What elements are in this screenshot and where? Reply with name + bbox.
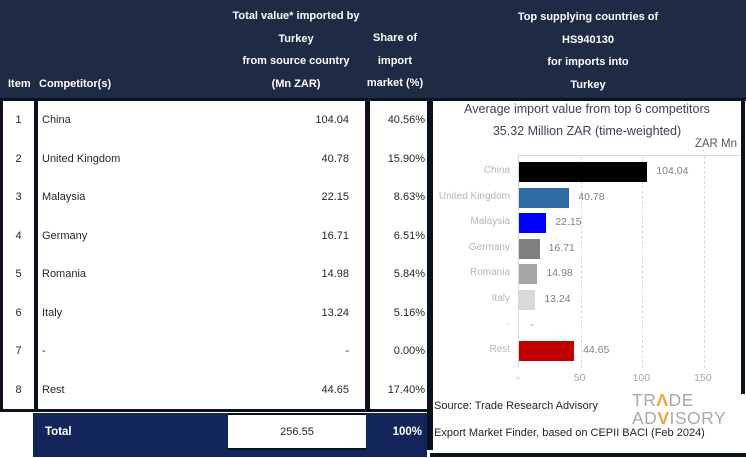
competitor-name: Malaysia — [42, 191, 86, 204]
total-share-cell: 100% — [366, 413, 427, 450]
competitor-cell: China 104.04 — [38, 101, 370, 140]
competitor-cell: Italy 13.24 — [38, 293, 370, 332]
import-value: 104.04 — [315, 114, 349, 127]
column-header-share: Share of import market (%) — [366, 32, 424, 89]
chart-plot-area — [518, 155, 739, 368]
table-header: Item Competitor(s) Total value* imported… — [0, 0, 746, 98]
bar-value-label: 104.04 — [656, 165, 689, 177]
bar-malaysia — [519, 213, 547, 234]
gridline — [642, 156, 644, 368]
bar-category-label: Germany — [468, 241, 510, 253]
competitor-cell: United Kingdom 40.78 — [38, 139, 370, 178]
logo-line-advisory: ADVISORY — [632, 408, 727, 428]
column-header-competitor: Competitor(s) — [39, 78, 112, 90]
competitor-name: China — [42, 114, 71, 127]
chart-title: Average import value from top 6 competit… — [464, 102, 710, 116]
total-value-cell: 256.55 — [228, 413, 366, 450]
x-tick-label: 100 — [632, 372, 651, 384]
import-value: 44.65 — [321, 383, 349, 396]
competitor-cell: Rest 44.65 — [38, 370, 370, 409]
competitor-name: - — [42, 345, 46, 358]
bar-category-label: Italy — [491, 293, 510, 304]
x-tick-label: - — [516, 372, 520, 384]
bar-united-kingdom — [519, 187, 570, 208]
chart-subtitle: 35.32 Million ZAR (time-weighted) — [492, 124, 682, 138]
logo-caret-accent: Λ — [656, 390, 669, 410]
share-cell: 5.84% — [393, 268, 425, 281]
bar-value-label: 40.78 — [578, 190, 605, 203]
item-cell: 4 — [3, 216, 38, 255]
item-cell: 1 — [3, 101, 38, 140]
share-cell: 0.00% — [393, 345, 425, 358]
gridline — [580, 156, 582, 368]
item-cell: 7 — [3, 332, 38, 371]
item-cell: 2 — [3, 139, 38, 178]
bottom-strip-right — [430, 453, 746, 457]
bar-category-label: China — [483, 165, 510, 176]
import-value: 40.78 — [321, 152, 349, 165]
competitor-name: Germany — [42, 229, 88, 242]
source-line-1: Source: Trade Research Advisory — [434, 400, 598, 412]
column-header-total-value: Total value* imported by Turkey from sou… — [232, 10, 360, 90]
competitor-cell: Romania 14.98 — [38, 255, 370, 294]
bar-category-label: Malaysia — [470, 216, 510, 228]
chart-unit-label: ZAR Mn — [694, 138, 737, 150]
share-cell: 5.16% — [393, 306, 425, 319]
share-cell: 8.63% — [393, 191, 425, 204]
bar-romania — [519, 264, 538, 285]
table-bottom-rule — [0, 409, 433, 412]
bar-value-label: 44.65 — [583, 344, 610, 357]
bar-value-label: 22.15 — [555, 216, 582, 229]
import-value: 14.98 — [321, 268, 349, 281]
share-cell: 15.90% — [387, 152, 425, 165]
competitor-name: Italy — [42, 306, 63, 319]
competitor-name: Romania — [42, 268, 87, 281]
share-cell: 40.56% — [387, 114, 425, 127]
share-cell: 17.40% — [387, 383, 425, 396]
bar-value-label: 16.71 — [548, 241, 575, 254]
bar-rest — [519, 341, 575, 362]
import-value: - — [345, 345, 349, 358]
bottom-strip-left — [33, 450, 427, 457]
bar-value-label: 13.24 — [544, 293, 571, 305]
bar-category-label: Rest — [489, 344, 510, 356]
x-tick-label: 50 — [573, 372, 586, 384]
item-cell: 6 — [3, 293, 38, 332]
import-value: 16.71 — [321, 229, 349, 242]
competitor-name: United Kingdom — [42, 152, 121, 165]
bar-value-label: - — [530, 318, 534, 331]
source-line-2: Export Market Finder, based on CEPII BAC… — [434, 427, 705, 439]
bar-category-label: - — [506, 318, 510, 330]
bar-italy — [519, 290, 536, 310]
panel-right-border — [741, 98, 745, 394]
item-cell: 3 — [3, 178, 38, 217]
item-cell: 5 — [3, 255, 38, 294]
logo-v-accent: V — [657, 408, 670, 428]
column-header-item: Item — [8, 78, 31, 90]
trade-advisory-logo: TRΛDE ADVISORY — [632, 391, 726, 427]
share-cell: 6.51% — [393, 229, 425, 242]
gridline — [703, 156, 705, 368]
competitor-table: 1 China 104.04 40.56% 2 United Kingdom 40.78 15… — [0, 101, 433, 409]
import-value: 22.15 — [321, 191, 349, 204]
bar-category-label: Romania — [469, 267, 510, 279]
bar-value-label: 14.98 — [546, 267, 573, 280]
bar-germany — [519, 238, 540, 259]
header-bottom-rule — [0, 98, 746, 101]
competitor-cell: Malaysia 22.15 — [38, 178, 370, 217]
panel-title: Top supplying countries of HS940130 for … — [517, 11, 659, 91]
bar-china — [519, 162, 648, 182]
import-value: 13.24 — [321, 306, 349, 319]
table-panel-divider — [427, 98, 433, 450]
competitor-cell: Germany 16.71 — [38, 216, 370, 255]
bar-category-label: United Kingdom — [438, 190, 510, 202]
total-label-cell: Total — [33, 413, 228, 450]
logo-line-trade: TRΛDE — [632, 390, 694, 410]
x-tick-label: 150 — [694, 372, 712, 384]
item-cell: 8 — [3, 370, 38, 409]
competitor-cell: -- — [38, 332, 370, 371]
competitor-name: Rest — [42, 383, 65, 396]
